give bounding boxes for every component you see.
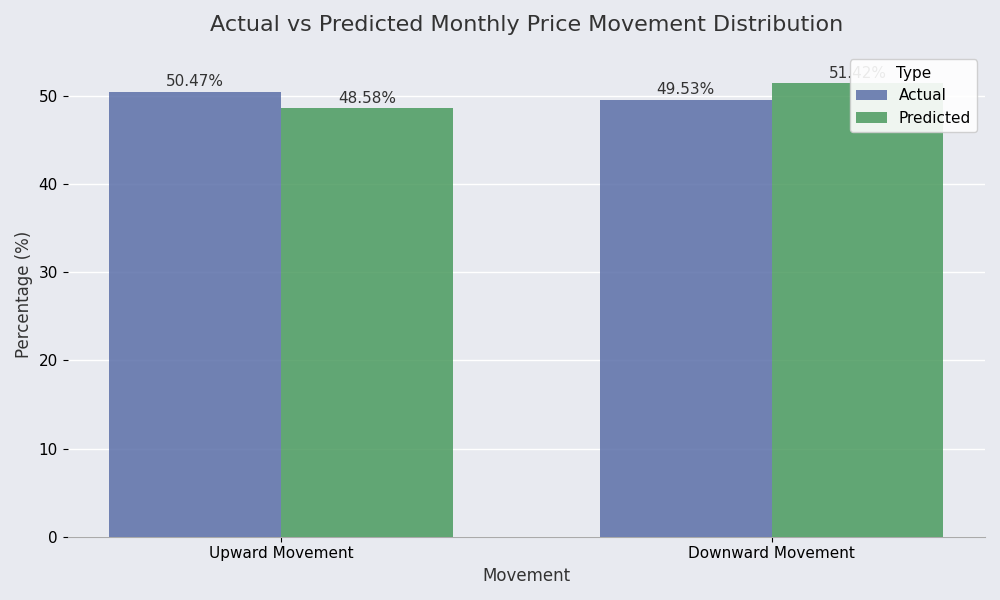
Bar	[281, 109, 453, 537]
Text: 49.53%: 49.53%	[657, 82, 715, 97]
Bar	[109, 92, 281, 537]
Text: 50.47%: 50.47%	[166, 74, 224, 89]
Title: Actual vs Predicted Monthly Price Movement Distribution: Actual vs Predicted Monthly Price Moveme…	[210, 15, 843, 35]
Text: 48.58%: 48.58%	[338, 91, 396, 106]
Y-axis label: Percentage (%): Percentage (%)	[15, 230, 33, 358]
Bar	[600, 100, 772, 537]
Bar	[772, 83, 943, 537]
X-axis label: Movement: Movement	[482, 567, 570, 585]
Text: 51.42%: 51.42%	[828, 66, 886, 81]
Legend: Actual, Predicted: Actual, Predicted	[850, 59, 977, 132]
